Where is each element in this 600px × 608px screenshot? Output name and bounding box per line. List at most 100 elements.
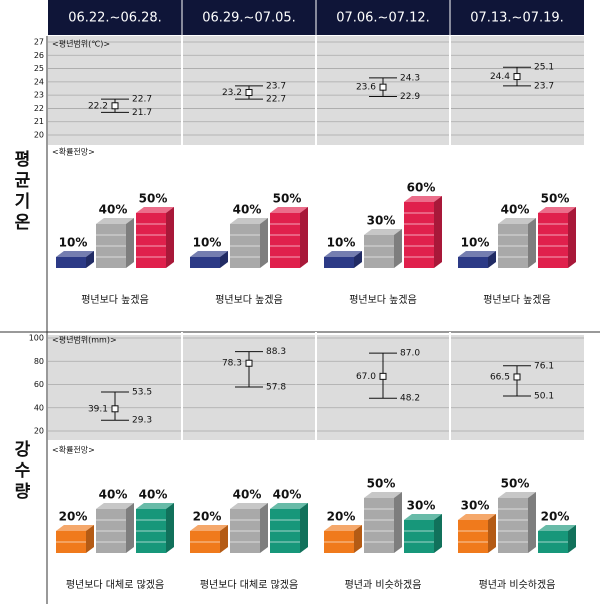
mean-marker [513, 73, 521, 81]
probability-label: 10% [461, 236, 490, 250]
mean-label: 78.3 [222, 359, 242, 369]
stack-top [56, 251, 94, 257]
mean-marker [111, 102, 119, 110]
stack-side-shade [528, 492, 536, 553]
outlook-label: 평년과 비슷하겠음 [345, 578, 422, 591]
probability-stack [498, 492, 536, 553]
stack-front [56, 257, 86, 268]
stack-top-shade [96, 503, 134, 509]
stack-side-shade [434, 514, 442, 553]
week-label: 07.06.~07.12. [336, 11, 430, 26]
temp-section-title: 평균기온 [10, 150, 30, 234]
stack-top [538, 207, 576, 213]
upper-label: 76.1 [534, 361, 554, 371]
stack-side [126, 503, 134, 553]
y-tick-label: 80 [34, 357, 44, 366]
stack-side [300, 207, 308, 268]
probability-stack [230, 503, 268, 553]
mean-label: 22.2 [88, 101, 108, 111]
lower-label: 22.7 [266, 95, 286, 105]
outlook-label: 평년과 비슷하겠음 [479, 578, 556, 591]
stack-side-shade [86, 251, 94, 268]
probability-label: 40% [501, 203, 530, 217]
stack-top-shade [190, 251, 228, 257]
stack-top [270, 503, 308, 509]
probability-stack [364, 492, 402, 553]
probability-label: 40% [99, 203, 128, 217]
probability-stack [404, 196, 442, 268]
probability-stack [136, 503, 174, 553]
stack-top [190, 251, 228, 257]
stack-side [528, 218, 536, 268]
stack-side [260, 503, 268, 553]
stack-side-shade [260, 503, 268, 553]
probability-label: 60% [407, 181, 436, 195]
stack-top-shade [458, 514, 496, 520]
stack-side-shade [488, 251, 496, 268]
y-tick-label: 25 [34, 64, 44, 73]
mean-marker [379, 83, 387, 91]
probability-stack [56, 525, 94, 553]
outlook-label: 평년보다 높겠음 [81, 294, 149, 306]
stack-top-shade [324, 251, 362, 257]
probability-label: 50% [273, 192, 302, 206]
lower-label: 29.3 [132, 416, 152, 426]
probability-label: 30% [407, 499, 436, 513]
y-tick-label: 23 [34, 91, 44, 100]
outlook-label: 평년보다 높겠음 [349, 294, 417, 306]
mean-label: 24.4 [490, 72, 510, 82]
stack-side-shade [568, 525, 576, 553]
stack-side-shade [126, 503, 134, 553]
mean-marker [245, 88, 253, 96]
stack-front [324, 257, 354, 268]
stack-top [190, 525, 228, 531]
stack-top [136, 207, 174, 213]
stack-side-shade [488, 514, 496, 553]
probability-label: 20% [193, 510, 222, 524]
week-label: 07.13.~07.19. [470, 11, 564, 26]
mean-label: 23.6 [356, 83, 376, 93]
stack-side [434, 514, 442, 553]
stack-top-shade [404, 514, 442, 520]
week-label: 06.29.~07.05. [202, 11, 296, 26]
stack-side-shade [126, 218, 134, 268]
stack-side [86, 525, 94, 553]
stack-side [488, 514, 496, 553]
probability-stack [324, 525, 362, 553]
lower-label: 50.1 [534, 392, 554, 402]
stack-top-shade [404, 196, 442, 202]
probability-label: 20% [59, 510, 88, 524]
probability-label: 30% [367, 214, 396, 228]
lower-label: 48.2 [400, 394, 420, 404]
mean-label: 39.1 [88, 404, 108, 414]
stack-side [354, 525, 362, 553]
stack-side [300, 503, 308, 553]
stack-top-shade [538, 525, 576, 531]
probability-label: 40% [99, 488, 128, 502]
stack-side [568, 525, 576, 553]
y-tick-label: 21 [34, 117, 44, 126]
stack-side-shade [300, 207, 308, 268]
stack-side [528, 492, 536, 553]
stack-side [394, 492, 402, 553]
lower-label: 23.7 [534, 81, 554, 91]
outlook-label: 평년보다 높겠음 [215, 294, 283, 306]
stack-top [136, 503, 174, 509]
mean-label: 67.0 [356, 372, 376, 382]
probability-label: 30% [461, 499, 490, 513]
stack-front [498, 498, 528, 553]
probability-label: 40% [139, 488, 168, 502]
stack-side-shade [354, 251, 362, 268]
stack-top-shade [498, 218, 536, 224]
probability-label: 40% [233, 203, 262, 217]
stack-top-shade [458, 251, 496, 257]
probability-stack [270, 503, 308, 553]
stack-side [166, 207, 174, 268]
stack-top-shade [136, 503, 174, 509]
upper-label: 22.7 [132, 95, 152, 105]
y-tick-label: 40 [34, 403, 44, 412]
stack-side-shade [86, 525, 94, 553]
probability-label: 50% [139, 192, 168, 206]
stack-front [270, 213, 300, 268]
upper-label: 23.7 [266, 81, 286, 91]
